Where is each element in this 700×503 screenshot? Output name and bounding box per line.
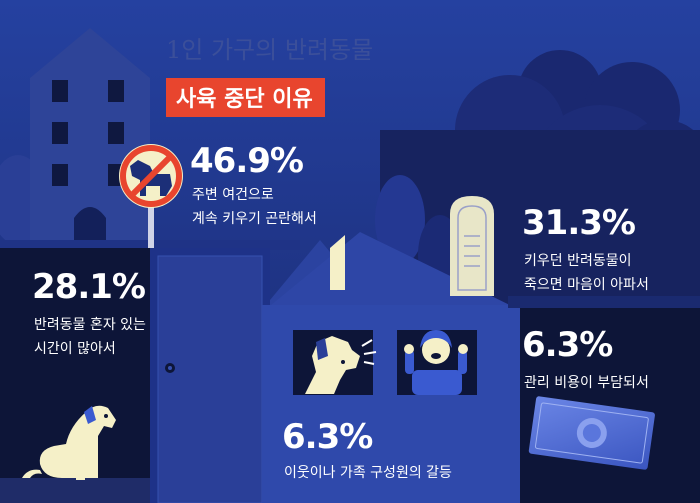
barking-dog-icon [305, 336, 377, 394]
stat-label-1-line-2: 계속 키우기 곤란해서 [192, 211, 317, 227]
chart-title: 1인 가구의 반려동물 [166, 36, 374, 64]
door [150, 248, 270, 503]
stat-label-2-line-2: 죽으면 마음이 아파서 [524, 277, 649, 293]
stat-label-2-line-1: 키우던 반려동물이 [524, 253, 632, 269]
stat-label-5-line-1: 이웃이나 가족 구성원의 갈등 [284, 465, 452, 481]
gravestone-icon [450, 196, 494, 296]
stat-label-1-line-1: 주변 여건으로 [192, 187, 274, 203]
stat-value-1: 46.9% [190, 141, 304, 181]
stat-value-2: 31.3% [522, 203, 636, 243]
banknote-icon [528, 396, 655, 470]
no-dogs-sign-icon [119, 144, 183, 248]
sitting-dog-icon [22, 405, 116, 480]
stat-value-5: 6.3% [282, 417, 373, 457]
stat-value-4: 6.3% [522, 325, 613, 365]
stat-label-4-line-1: 관리 비용이 부담되서 [524, 375, 649, 391]
stat-label-3-line-2: 시간이 많아서 [34, 341, 116, 357]
stat-label-3-line-1: 반려동물 혼자 있는 [34, 317, 146, 333]
chart-subtitle: 사육 중단 이유 [166, 78, 325, 117]
upset-person-icon [404, 330, 468, 395]
stat-value-3: 28.1% [32, 267, 146, 307]
